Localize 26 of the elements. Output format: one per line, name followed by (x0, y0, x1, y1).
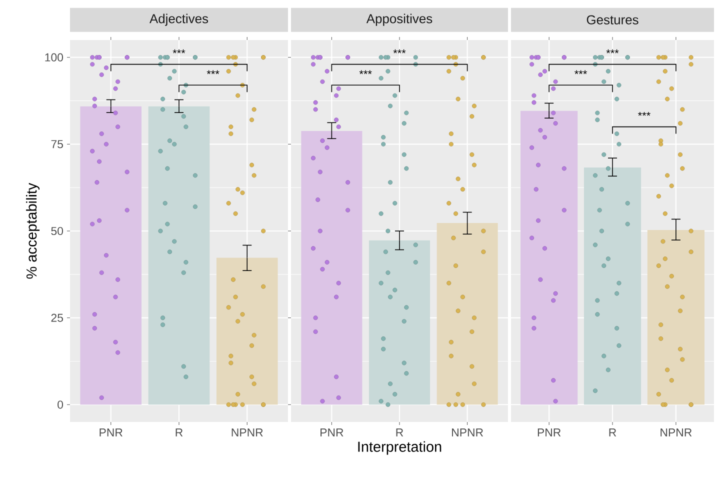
x-tick-label: R (176, 428, 183, 436)
annotation: *** (574, 70, 588, 74)
annotation: *** (393, 49, 406, 54)
annotation: *** (172, 49, 186, 54)
y-axis-title: % acceptability (26, 182, 40, 279)
x-tick-label: NPNR (452, 428, 484, 436)
x-axis-title: Interpretation (358, 441, 442, 455)
annotation: *** (638, 112, 650, 116)
x-tick-label: NPNR (660, 428, 692, 436)
x-tick-label: R (396, 428, 404, 436)
x-tick-label: R (609, 428, 616, 436)
y-tick-label: 100 (45, 53, 64, 62)
x-tick-label: PNR (320, 428, 344, 436)
x-tick-label: NPNR (232, 428, 263, 436)
y-tick-label: 0 (58, 400, 64, 409)
y-tick-label: 50 (51, 226, 64, 236)
x-tick-label: PNR (538, 428, 561, 436)
y-tick-label: 75 (51, 140, 63, 148)
annotation: *** (359, 70, 372, 74)
chart-title: Appositives (366, 14, 432, 26)
y-tick-label: 25 (51, 314, 63, 322)
annotation: *** (606, 49, 619, 54)
chart-title: Adjectives (150, 14, 208, 26)
annotation: *** (206, 70, 220, 74)
x-tick-label: PNR (100, 428, 122, 436)
chart-title: Gestures (586, 15, 638, 24)
